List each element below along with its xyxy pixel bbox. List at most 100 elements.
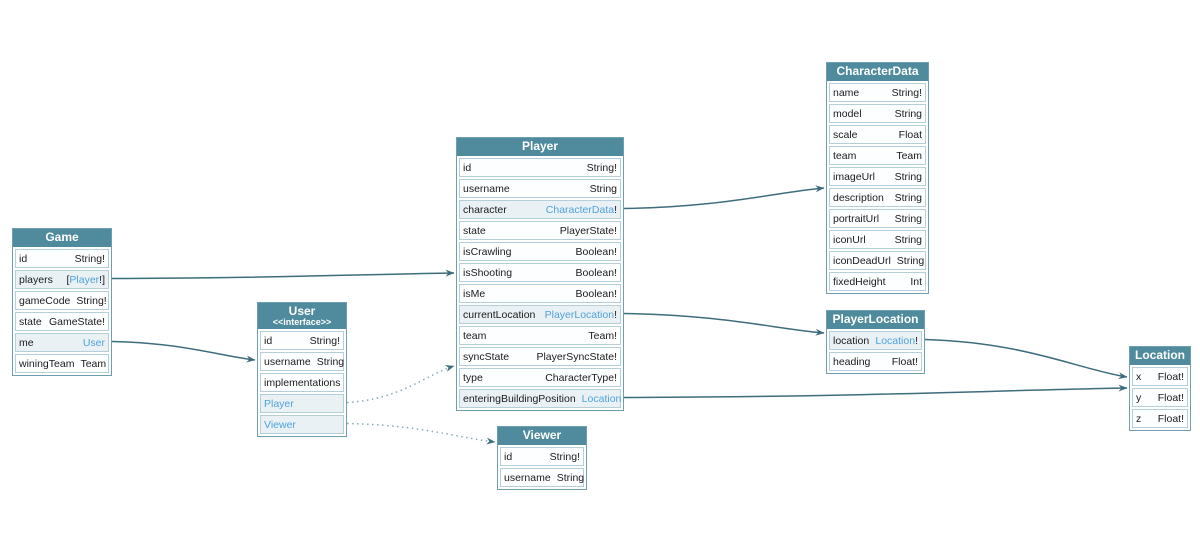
field-row-player-state[interactable]: state PlayerState! <box>459 221 621 240</box>
field-row-characterdata-team[interactable]: team Team <box>829 146 926 165</box>
table-title-player[interactable]: Player <box>457 138 623 156</box>
field-row-characterdata-scale[interactable]: scale Float <box>829 125 926 144</box>
field-name: username <box>264 355 311 368</box>
table-title-text: Location <box>1135 348 1185 362</box>
field-row-viewer-username[interactable]: username String <box>500 468 584 487</box>
field-type: Boolean! <box>575 245 617 258</box>
type-modifier: ! <box>614 308 617 321</box>
field-row-game-id[interactable]: id String! <box>15 249 109 268</box>
table-title-text: Game <box>45 230 79 244</box>
field-row-location-z[interactable]: z Float! <box>1132 409 1188 428</box>
field-row-player-id[interactable]: id String! <box>459 158 621 177</box>
field-row-player-type[interactable]: type CharacterType! <box>459 368 621 387</box>
type-link[interactable]: Location <box>875 334 916 347</box>
table-characterdata[interactable]: CharacterData name String! model String scale… <box>826 62 929 294</box>
field-type: Float! <box>1157 370 1184 383</box>
field-row-user-implementations[interactable]: implementations <box>260 373 344 392</box>
type-modifier: ! <box>614 203 617 216</box>
table-title-playerlocation[interactable]: PlayerLocation <box>827 311 924 329</box>
type-link[interactable]: User <box>82 336 105 349</box>
field-type: PlayerLocation! <box>545 309 617 321</box>
edge-playerlocation.location-to-location <box>924 338 1128 380</box>
table-location[interactable]: Location x Float! y Float! z Float! <box>1129 346 1191 431</box>
field-row-characterdata-portraiturl[interactable]: portraitUrl String <box>829 209 926 228</box>
table-title-text: Viewer <box>522 428 562 442</box>
field-row-game-gamecode[interactable]: gameCode String! <box>15 291 109 310</box>
field-type: CharacterData! <box>546 204 617 216</box>
field-name: username <box>463 182 510 195</box>
field-row-playerlocation-location[interactable]: location Location! <box>829 331 922 350</box>
field-row-player-isshooting[interactable]: isShooting Boolean! <box>459 263 621 282</box>
field-type: String <box>556 471 585 484</box>
field-row-player-iscrawling[interactable]: isCrawling Boolean! <box>459 242 621 261</box>
field-row-user-player[interactable]: Player <box>260 394 344 413</box>
field-row-player-isme[interactable]: isMe Boolean! <box>459 284 621 303</box>
implementation-link[interactable]: Player <box>264 397 294 410</box>
table-viewer[interactable]: Viewer id String! username String <box>497 426 587 490</box>
table-title-user[interactable]: User <<interface>> <box>258 303 346 329</box>
table-playerlocation[interactable]: PlayerLocation location Location! heading Fl… <box>826 310 925 374</box>
field-name: location <box>833 334 870 347</box>
field-type: Int <box>910 275 922 288</box>
type-link[interactable]: CharacterData <box>545 203 615 216</box>
table-title-text: Player <box>521 139 559 153</box>
field-row-player-username[interactable]: username String <box>459 179 621 198</box>
field-row-location-x[interactable]: x Float! <box>1132 367 1188 386</box>
table-title-location[interactable]: Location <box>1130 347 1190 365</box>
field-name: model <box>833 107 862 120</box>
field-row-characterdata-fixedheight[interactable]: fixedHeight Int <box>829 272 926 291</box>
type-link[interactable]: Location <box>581 392 622 405</box>
field-row-game-winingteam[interactable]: winingTeam Team <box>15 354 109 373</box>
field-name: imageUrl <box>833 170 876 183</box>
field-row-game-state[interactable]: state GameState! <box>15 312 109 331</box>
field-name: team <box>463 329 487 342</box>
field-row-player-currentlocation[interactable]: currentLocation PlayerLocation! <box>459 305 621 324</box>
table-user[interactable]: User <<interface>> id String! username String… <box>257 302 347 437</box>
field-type: String <box>894 107 922 120</box>
field-type: Float <box>898 128 922 141</box>
field-name: isCrawling <box>463 245 512 258</box>
field-row-characterdata-name[interactable]: name String! <box>829 83 926 102</box>
field-type: String <box>316 355 345 368</box>
field-row-player-enteringbuildingposition[interactable]: enteringBuildingPosition Location <box>459 389 621 408</box>
type-modifier: !] <box>99 273 105 286</box>
field-name: heading <box>833 355 871 368</box>
field-row-game-me[interactable]: me User <box>15 333 109 352</box>
field-type: User <box>83 337 105 349</box>
field-name: id <box>463 161 472 174</box>
field-row-characterdata-iconurl[interactable]: iconUrl String <box>829 230 926 249</box>
field-row-player-character[interactable]: character CharacterData! <box>459 200 621 219</box>
field-type: String <box>894 191 922 204</box>
field-name: enteringBuildingPosition <box>463 392 576 405</box>
field-row-characterdata-description[interactable]: description String <box>829 188 926 207</box>
table-title-viewer[interactable]: Viewer <box>498 427 586 445</box>
field-row-characterdata-icondeadurl[interactable]: iconDeadUrl String <box>829 251 926 270</box>
field-row-characterdata-model[interactable]: model String <box>829 104 926 123</box>
table-player[interactable]: Player id String! username String character Ch… <box>456 137 624 411</box>
field-row-user-username[interactable]: username String <box>260 352 344 371</box>
field-row-playerlocation-heading[interactable]: heading Float! <box>829 352 922 371</box>
table-title-game[interactable]: Game <box>13 229 111 247</box>
field-row-location-y[interactable]: y Float! <box>1132 388 1188 407</box>
edge-game.players-to-player <box>111 269 455 280</box>
field-name: isShooting <box>463 266 513 279</box>
field-type: Boolean! <box>575 287 617 300</box>
field-row-user-id[interactable]: id String! <box>260 331 344 350</box>
type-link[interactable]: PlayerLocation <box>544 308 615 321</box>
field-type: Team <box>80 357 107 370</box>
field-name: x <box>1136 370 1142 383</box>
field-type: String! <box>309 334 340 347</box>
field-row-player-syncstate[interactable]: syncState PlayerSyncState! <box>459 347 621 366</box>
table-game[interactable]: Game id String! players [Player!] gameCode Str… <box>12 228 112 376</box>
field-row-characterdata-imageurl[interactable]: imageUrl String <box>829 167 926 186</box>
type-link[interactable]: Player <box>69 273 100 286</box>
field-row-player-team[interactable]: team Team! <box>459 326 621 345</box>
field-row-user-viewer[interactable]: Viewer <box>260 415 344 434</box>
field-row-viewer-id[interactable]: id String! <box>500 447 584 466</box>
table-title-characterdata[interactable]: CharacterData <box>827 63 928 81</box>
implementation-link[interactable]: Viewer <box>264 418 296 431</box>
edge-player.enteringbuildingposition-to-location <box>623 384 1128 399</box>
field-type: Location! <box>875 335 918 347</box>
field-row-game-players[interactable]: players [Player!] <box>15 270 109 289</box>
